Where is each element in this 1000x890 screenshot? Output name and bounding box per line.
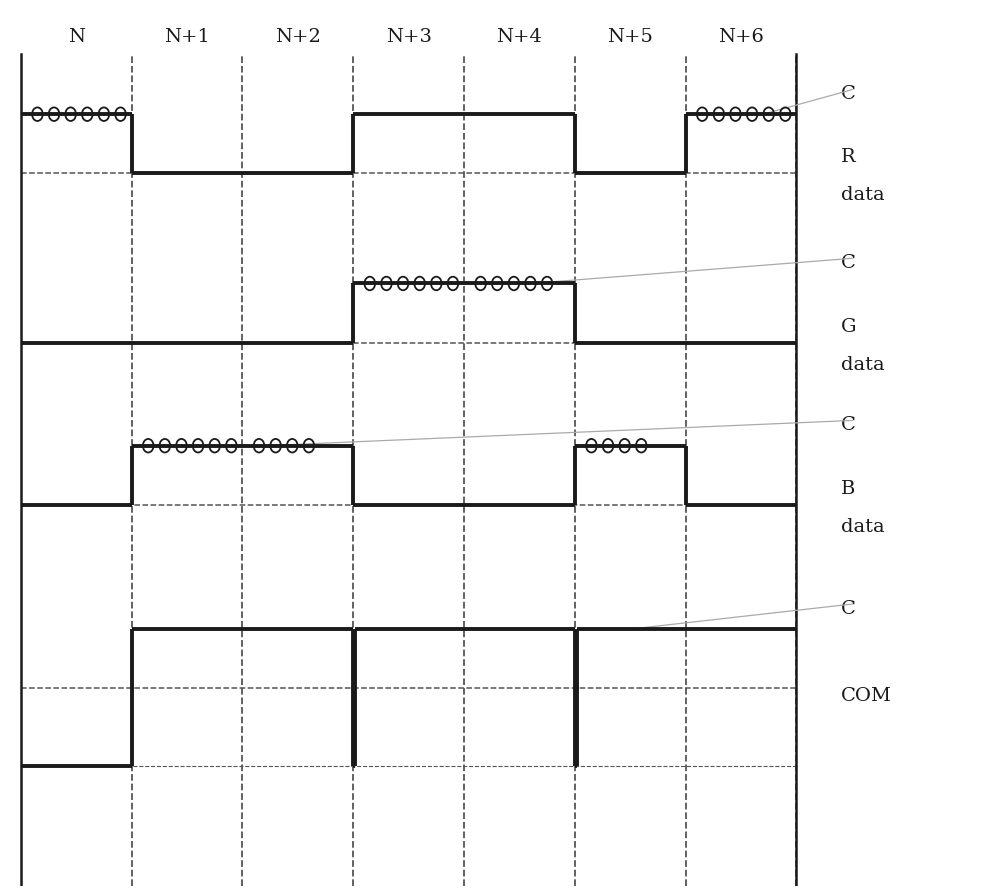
Text: data: data — [841, 518, 884, 536]
Text: N+3: N+3 — [386, 28, 432, 46]
Text: N: N — [68, 28, 85, 46]
Text: R: R — [841, 149, 855, 166]
Text: data: data — [841, 356, 884, 374]
Text: N+6: N+6 — [718, 28, 764, 46]
Text: G: G — [841, 318, 856, 336]
Text: N+1: N+1 — [164, 28, 210, 46]
Text: C: C — [841, 600, 856, 618]
Text: N+4: N+4 — [496, 28, 542, 46]
Text: C: C — [841, 85, 856, 103]
Text: data: data — [841, 187, 884, 205]
Text: N+2: N+2 — [275, 28, 321, 46]
Text: C: C — [841, 255, 856, 272]
Text: B: B — [841, 480, 855, 498]
Text: C: C — [841, 417, 856, 434]
Text: COM: COM — [841, 687, 892, 705]
Text: N+5: N+5 — [607, 28, 653, 46]
